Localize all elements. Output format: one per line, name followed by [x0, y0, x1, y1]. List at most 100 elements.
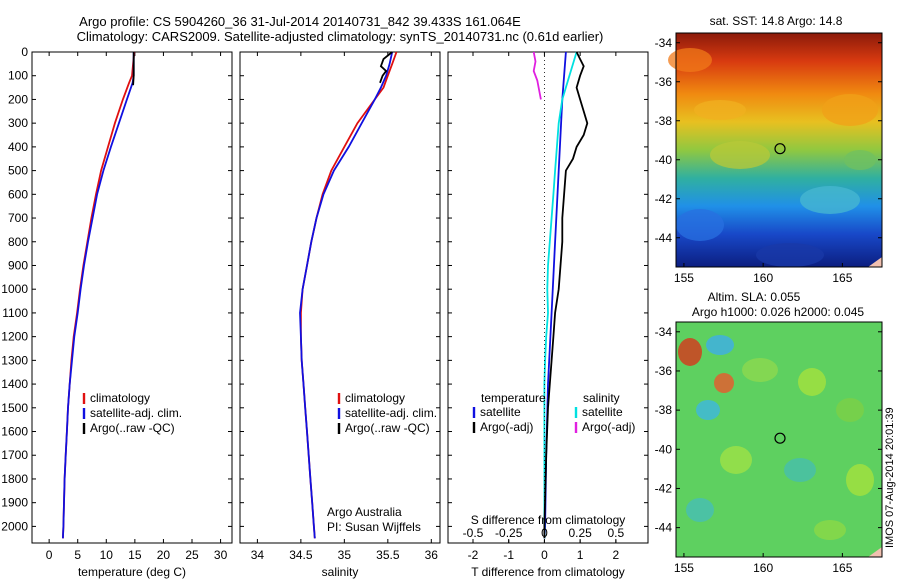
- y-tick-label: 1800: [1, 472, 28, 486]
- sst-map-title: sat. SST: 14.8 Argo: 14.8: [710, 14, 843, 28]
- legend-label: satellite-adj. clim.: [345, 406, 437, 420]
- sla-blob: [686, 498, 714, 522]
- y-tick-label: 1500: [1, 401, 28, 415]
- x-tick-label: 35.5: [376, 548, 400, 562]
- sst-blob: [844, 150, 876, 170]
- legend-label: Argo(..raw -QC): [90, 421, 175, 435]
- y-tick-label: 100: [8, 69, 28, 83]
- series-line: [543, 51, 589, 539]
- map-y-tick-label: -44: [655, 521, 673, 535]
- x-tick-label: -1: [503, 548, 514, 562]
- s-tick-label: 0.25: [568, 526, 592, 540]
- argo-position-marker: [774, 143, 786, 155]
- x-tick-label: 10: [100, 548, 114, 562]
- map-y-tick-label: -40: [655, 442, 673, 456]
- y-tick-label: 1100: [2, 306, 28, 320]
- y-tick-label: 1000: [1, 282, 28, 296]
- s-tick-label: -0.25: [495, 526, 523, 540]
- sla-blob: [714, 373, 734, 393]
- y-tick-label: 800: [8, 235, 28, 249]
- y-tick-label: 600: [8, 187, 28, 201]
- series-line: [543, 51, 578, 539]
- series-line: [62, 52, 135, 539]
- salinity-panel: 34 34.5 35 35.5 36 salinity climatologysatelli…: [239, 51, 441, 579]
- y-tick-label: 1600: [1, 425, 28, 439]
- y-tick-label: 700: [8, 211, 28, 225]
- y-tick-label: 400: [8, 140, 28, 154]
- sla-blob: [836, 398, 864, 422]
- map-y-tick-label: -42: [655, 481, 673, 495]
- series-line: [532, 51, 542, 100]
- y-tick-label: 200: [8, 92, 28, 106]
- map-y-tick-label: -38: [655, 114, 673, 128]
- x-tick-label: 1: [577, 548, 584, 562]
- legend-label: Argo(..raw -QC): [345, 421, 430, 435]
- series-line: [132, 52, 135, 86]
- sla-blob: [798, 368, 826, 396]
- sst-blob: [756, 243, 824, 267]
- y-tick-label: 1300: [1, 353, 28, 367]
- map-frame: [675, 321, 883, 558]
- argo-position-marker: [774, 432, 786, 444]
- plot-frame: [239, 51, 441, 544]
- legend-label: Argo(-adj): [582, 420, 635, 434]
- y-tick-label: 1400: [1, 377, 28, 391]
- map-x-tick-label: 155: [674, 561, 694, 575]
- sst-blob: [710, 141, 770, 169]
- x-tick-label: 25: [185, 548, 199, 562]
- sst-blob: [822, 94, 878, 126]
- y-tick-label: 500: [8, 164, 28, 178]
- x-tick-label: 15: [128, 548, 142, 562]
- map-x-tick-label: 165: [832, 271, 852, 285]
- x-tick-label: 5: [74, 548, 81, 562]
- sla-blob: [846, 464, 874, 496]
- legend-label: climatology: [90, 391, 150, 405]
- x-tick-label: 0: [46, 548, 53, 562]
- series-line: [379, 51, 393, 84]
- sla-blob: [678, 338, 702, 366]
- sla-blob: [696, 400, 720, 420]
- x-axis-label: T difference from climatology: [471, 565, 625, 579]
- sst-blob: [694, 100, 746, 120]
- y-tick-label: 900: [8, 258, 28, 272]
- annotation-line: Argo Australia: [327, 505, 402, 519]
- map-x-tick-label: 155: [674, 271, 694, 285]
- map-y-tick-label: -42: [655, 192, 673, 206]
- x-tick-label: 36: [425, 548, 439, 562]
- legend-label: satellite-adj. clim.: [90, 406, 182, 420]
- legend-label: Argo(-adj): [480, 420, 533, 434]
- land-patch: [868, 547, 882, 557]
- s-tick-label: 0: [541, 526, 548, 540]
- s-tick-label: -0.5: [463, 526, 484, 540]
- sla-field: [676, 322, 882, 557]
- plot-frame: [31, 51, 233, 544]
- annotation-line: PI: Susan Wijffels: [327, 520, 421, 534]
- legend-label: climatology: [345, 391, 405, 405]
- map-y-tick-label: -34: [655, 325, 673, 339]
- x-tick-label: 34.5: [289, 548, 313, 562]
- sla-blob: [784, 458, 816, 482]
- land-patch: [868, 257, 882, 267]
- sla-blob: [706, 335, 734, 355]
- sla-map-subtitle: Argo h1000: 0.026 h2000: 0.045: [692, 305, 864, 319]
- s-tick-label: 0.5: [608, 526, 625, 540]
- map-x-tick-label: 165: [832, 561, 852, 575]
- x-tick-label: 30: [214, 548, 228, 562]
- sla-map-title: Altim. SLA: 0.055: [708, 290, 801, 304]
- map-y-tick-label: -40: [655, 153, 673, 167]
- x-tick-label: 35: [338, 548, 352, 562]
- sst-blob: [668, 48, 712, 72]
- map-x-tick-label: 160: [753, 561, 773, 575]
- legend-title-salinity: salinity: [583, 391, 620, 405]
- legend-title-temperature: temperature: [481, 391, 546, 405]
- y-tick-label: 0: [21, 45, 28, 59]
- x-axis-label: salinity: [322, 565, 359, 579]
- header-line2: Climatology: CARS2009. Satellite-adjuste…: [77, 29, 604, 44]
- sla-map-panel: -34 -36 -38 -40 -42 -44 155 160 165 Altim. SLA: 0…: [655, 290, 883, 575]
- map-x-tick-label: 160: [753, 271, 773, 285]
- series-line: [299, 51, 394, 539]
- y-tick-label: 2000: [1, 519, 28, 533]
- x-tick-label: -2: [468, 548, 479, 562]
- sla-blob: [742, 358, 778, 382]
